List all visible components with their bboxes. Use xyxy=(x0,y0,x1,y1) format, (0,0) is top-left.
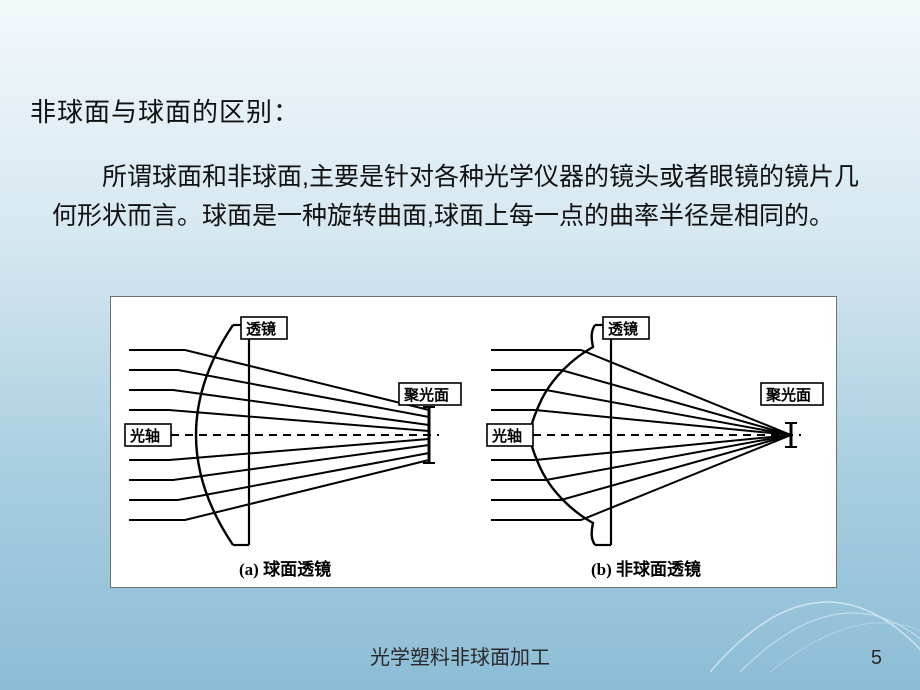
panel-a-spherical: 透镜 光轴 xyxy=(125,317,461,579)
panel-b-aspherical: 透镜 光轴 xyxy=(487,317,823,579)
figure-container: 透镜 光轴 xyxy=(110,296,837,588)
focus-label: 聚光面 xyxy=(765,386,811,404)
footer-text: 光学塑料非球面加工 xyxy=(0,641,920,670)
lens-label: 透镜 xyxy=(246,320,276,338)
axis-label: 光轴 xyxy=(491,427,522,445)
body-paragraph: 所谓球面和非球面,主要是针对各种光学仪器的镜头或者眼镜的镜片几何形状而言。球面是… xyxy=(52,158,862,236)
caption-a: (a) 球面透镜 xyxy=(239,559,331,579)
lens-label: 透镜 xyxy=(608,320,638,338)
focus-label: 聚光面 xyxy=(403,386,449,404)
heading: 非球面与球面的区别： xyxy=(30,92,300,129)
page-number: 5 xyxy=(871,647,882,670)
slide: 非球面与球面的区别： 所谓球面和非球面,主要是针对各种光学仪器的镜头或者眼镜的镜… xyxy=(0,0,920,690)
axis-label: 光轴 xyxy=(129,427,160,445)
caption-b: (b) 非球面透镜 xyxy=(591,559,701,579)
optics-diagram: 透镜 光轴 xyxy=(111,297,836,587)
